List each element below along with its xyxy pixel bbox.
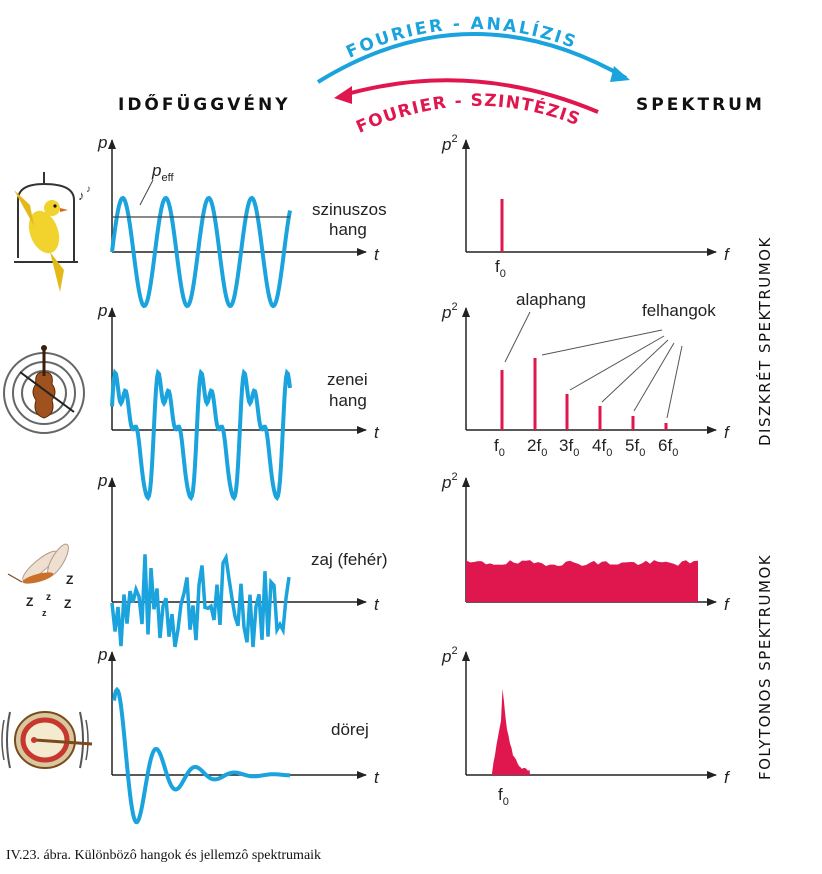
fourier-synthesis-label: FOURIER - SZINTÉZIS — [353, 91, 582, 138]
svg-text:z: z — [46, 592, 51, 603]
bang-spectrum — [492, 688, 530, 775]
svg-text:♪: ♪ — [78, 188, 85, 203]
musical-tone-wave — [110, 368, 292, 502]
p-squared-axis-label: p2 — [441, 471, 458, 492]
fundamental-label: alaphang — [516, 290, 586, 309]
t-axis-label: t — [374, 768, 380, 787]
p-squared-axis-label: p2 — [441, 645, 458, 666]
t-axis-label: t — [374, 245, 380, 264]
discrete-spectra-label: DISZKRÉT SPEKTRUMOK — [755, 236, 774, 446]
p-axis-label: p — [97, 471, 107, 490]
f-axis-label: f — [724, 768, 731, 787]
sine-tone-label-1: szinuszos — [312, 200, 387, 219]
svg-text:FOURIER - SZINTÉZIS: FOURIER - SZINTÉZIS — [353, 91, 584, 138]
svg-text:Z: Z — [64, 597, 71, 611]
mosquito-icon: Z Z z Z z — [7, 543, 73, 618]
noise-label: zaj (fehér) — [311, 550, 388, 569]
svg-text:Z: Z — [26, 595, 33, 609]
harmonic-label: 6f0 — [658, 436, 678, 459]
figure-caption: IV.23. ábra. Különbözô hangok és jellemz… — [6, 848, 322, 863]
f0-label-row1: f0 — [495, 257, 506, 280]
harmonic-label: 2f0 — [527, 436, 547, 459]
svg-text:Z: Z — [66, 573, 73, 587]
p-axis-label: p — [97, 645, 107, 664]
f-axis-label: f — [724, 245, 731, 264]
drum-icon — [1, 711, 93, 769]
violin-icon — [3, 345, 85, 434]
p-axis-label: p — [97, 133, 107, 152]
canary-in-cage-icon: ♪ ♪ — [14, 172, 91, 292]
label-pointer-lines — [504, 311, 683, 419]
fourier-analysis-label: FOURIER - ANALÍZIS — [343, 14, 578, 63]
p-squared-axis-label: p2 — [441, 133, 458, 154]
sine-tone-label-2: hang — [329, 220, 367, 239]
bang-label: dörej — [331, 720, 369, 739]
fourier-analysis-arrow: FOURIER - ANALÍZIS — [316, 14, 630, 84]
spectrum-axes: p2 f p2 f p2 f p2 f — [441, 133, 731, 787]
time-function-heading: IDŐFÜGGVÉNY — [118, 93, 291, 115]
svg-text:z: z — [42, 608, 47, 618]
t-axis-label: t — [374, 423, 380, 442]
f0-label-row4: f0 — [498, 785, 509, 808]
overtones-label: felhangok — [642, 301, 716, 320]
harmonic-label: 5f0 — [625, 436, 645, 459]
svg-text:♪: ♪ — [86, 184, 91, 195]
bang-wave — [112, 686, 291, 825]
f-axis-label: f — [724, 423, 731, 442]
musical-tone-label-1: zenei — [327, 370, 368, 389]
sine-wave — [110, 195, 292, 309]
white-noise-wave — [110, 552, 291, 648]
harmonic-label: 4f0 — [592, 436, 612, 459]
spectrum-heading: SPEKTRUM — [636, 95, 765, 115]
p-squared-axis-label: p2 — [441, 301, 458, 322]
white-noise-spectrum — [466, 560, 698, 602]
f-axis-label: f — [724, 595, 731, 614]
p-axis-label: p — [97, 301, 107, 320]
harmonic-spectrum: f0 2f0 3f0 4f0 5f0 6f0 — [494, 358, 678, 459]
harmonic-label: 3f0 — [559, 436, 579, 459]
fourier-synthesis-arrow: FOURIER - SZINTÉZIS — [334, 78, 599, 138]
t-axis-label: t — [374, 595, 380, 614]
svg-text:FOURIER - ANALÍZIS: FOURIER - ANALÍZIS — [343, 14, 580, 63]
continuous-spectra-label: FOLYTONOS SPEKTRUMOK — [756, 554, 774, 780]
p-eff-label: peff — [151, 161, 174, 184]
musical-tone-label-2: hang — [329, 391, 367, 410]
harmonic-label: f0 — [494, 436, 505, 459]
p-eff-pointer — [139, 179, 154, 206]
